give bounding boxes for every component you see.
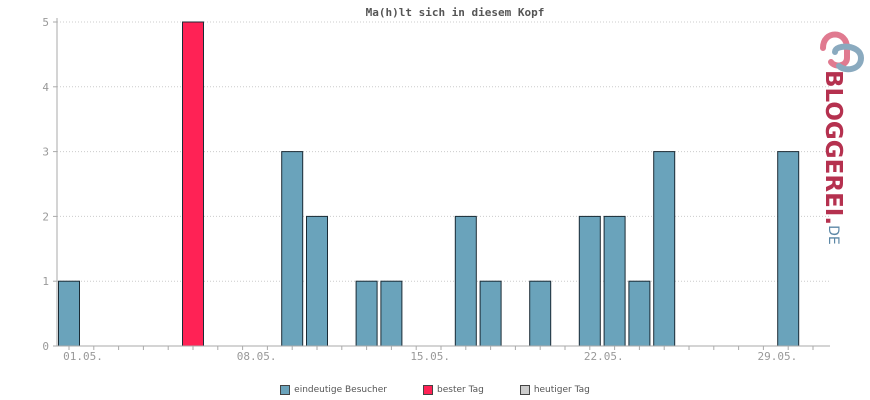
legend-label: heutiger Tag bbox=[533, 385, 590, 395]
x-tick-label: 08.05. bbox=[237, 350, 277, 363]
logo-mark bbox=[820, 31, 865, 73]
x-tick-label: 29.05. bbox=[758, 350, 798, 363]
y-tick-label: 5 bbox=[42, 16, 49, 29]
logo-suffix-text: DE bbox=[825, 225, 841, 245]
y-tick-label: 2 bbox=[42, 210, 49, 223]
grid bbox=[57, 21, 830, 282]
legend-label: bester Tag bbox=[437, 385, 484, 395]
bar bbox=[578, 215, 601, 347]
x-tick-label: 01.05. bbox=[63, 350, 103, 363]
y-tick-label: 3 bbox=[42, 146, 49, 159]
legend-item: bester Tag bbox=[423, 385, 484, 395]
y-ticks: 0 1 2 3 4 5 bbox=[42, 16, 57, 353]
axes bbox=[53, 18, 830, 350]
x-ticks: 01.05. 08.05. 15.05. 22.05. 29.05. bbox=[63, 350, 797, 363]
bar bbox=[603, 215, 626, 347]
bar bbox=[777, 151, 800, 347]
bar bbox=[529, 280, 552, 347]
legend-swatch bbox=[280, 385, 291, 395]
legend-label: eindeutige Besucher bbox=[294, 385, 387, 395]
bar bbox=[380, 280, 403, 347]
legend-item: heutiger Tag bbox=[519, 385, 590, 395]
y-tick-label: 0 bbox=[42, 340, 49, 353]
chart-title: Ma(h)lt sich in diesem Kopf bbox=[366, 6, 545, 19]
logo-wordmark: BLOGGEREI.DE bbox=[820, 70, 846, 245]
logo-main-text: BLOGGEREI. bbox=[820, 70, 846, 226]
legend-swatch bbox=[519, 385, 530, 395]
bar bbox=[653, 151, 676, 347]
bar bbox=[479, 280, 502, 347]
bloggerei-logo bbox=[805, 18, 865, 218]
legend: eindeutige Besucher bester Tag heutiger Ta… bbox=[0, 385, 870, 398]
legend-swatch bbox=[423, 385, 433, 395]
bar bbox=[628, 280, 651, 347]
bar bbox=[58, 280, 80, 347]
x-tick-label: 15.05. bbox=[410, 350, 450, 363]
y-tick-label: 1 bbox=[42, 275, 49, 288]
bar bbox=[281, 151, 304, 347]
bar bbox=[306, 215, 328, 347]
y-tick-label: 4 bbox=[42, 81, 49, 94]
bar bbox=[454, 215, 477, 347]
bars bbox=[58, 21, 800, 347]
bar bbox=[182, 21, 204, 347]
bar bbox=[355, 280, 378, 347]
legend-item: eindeutige Besucher bbox=[280, 385, 387, 395]
x-tick-label: 22.05. bbox=[584, 350, 624, 363]
